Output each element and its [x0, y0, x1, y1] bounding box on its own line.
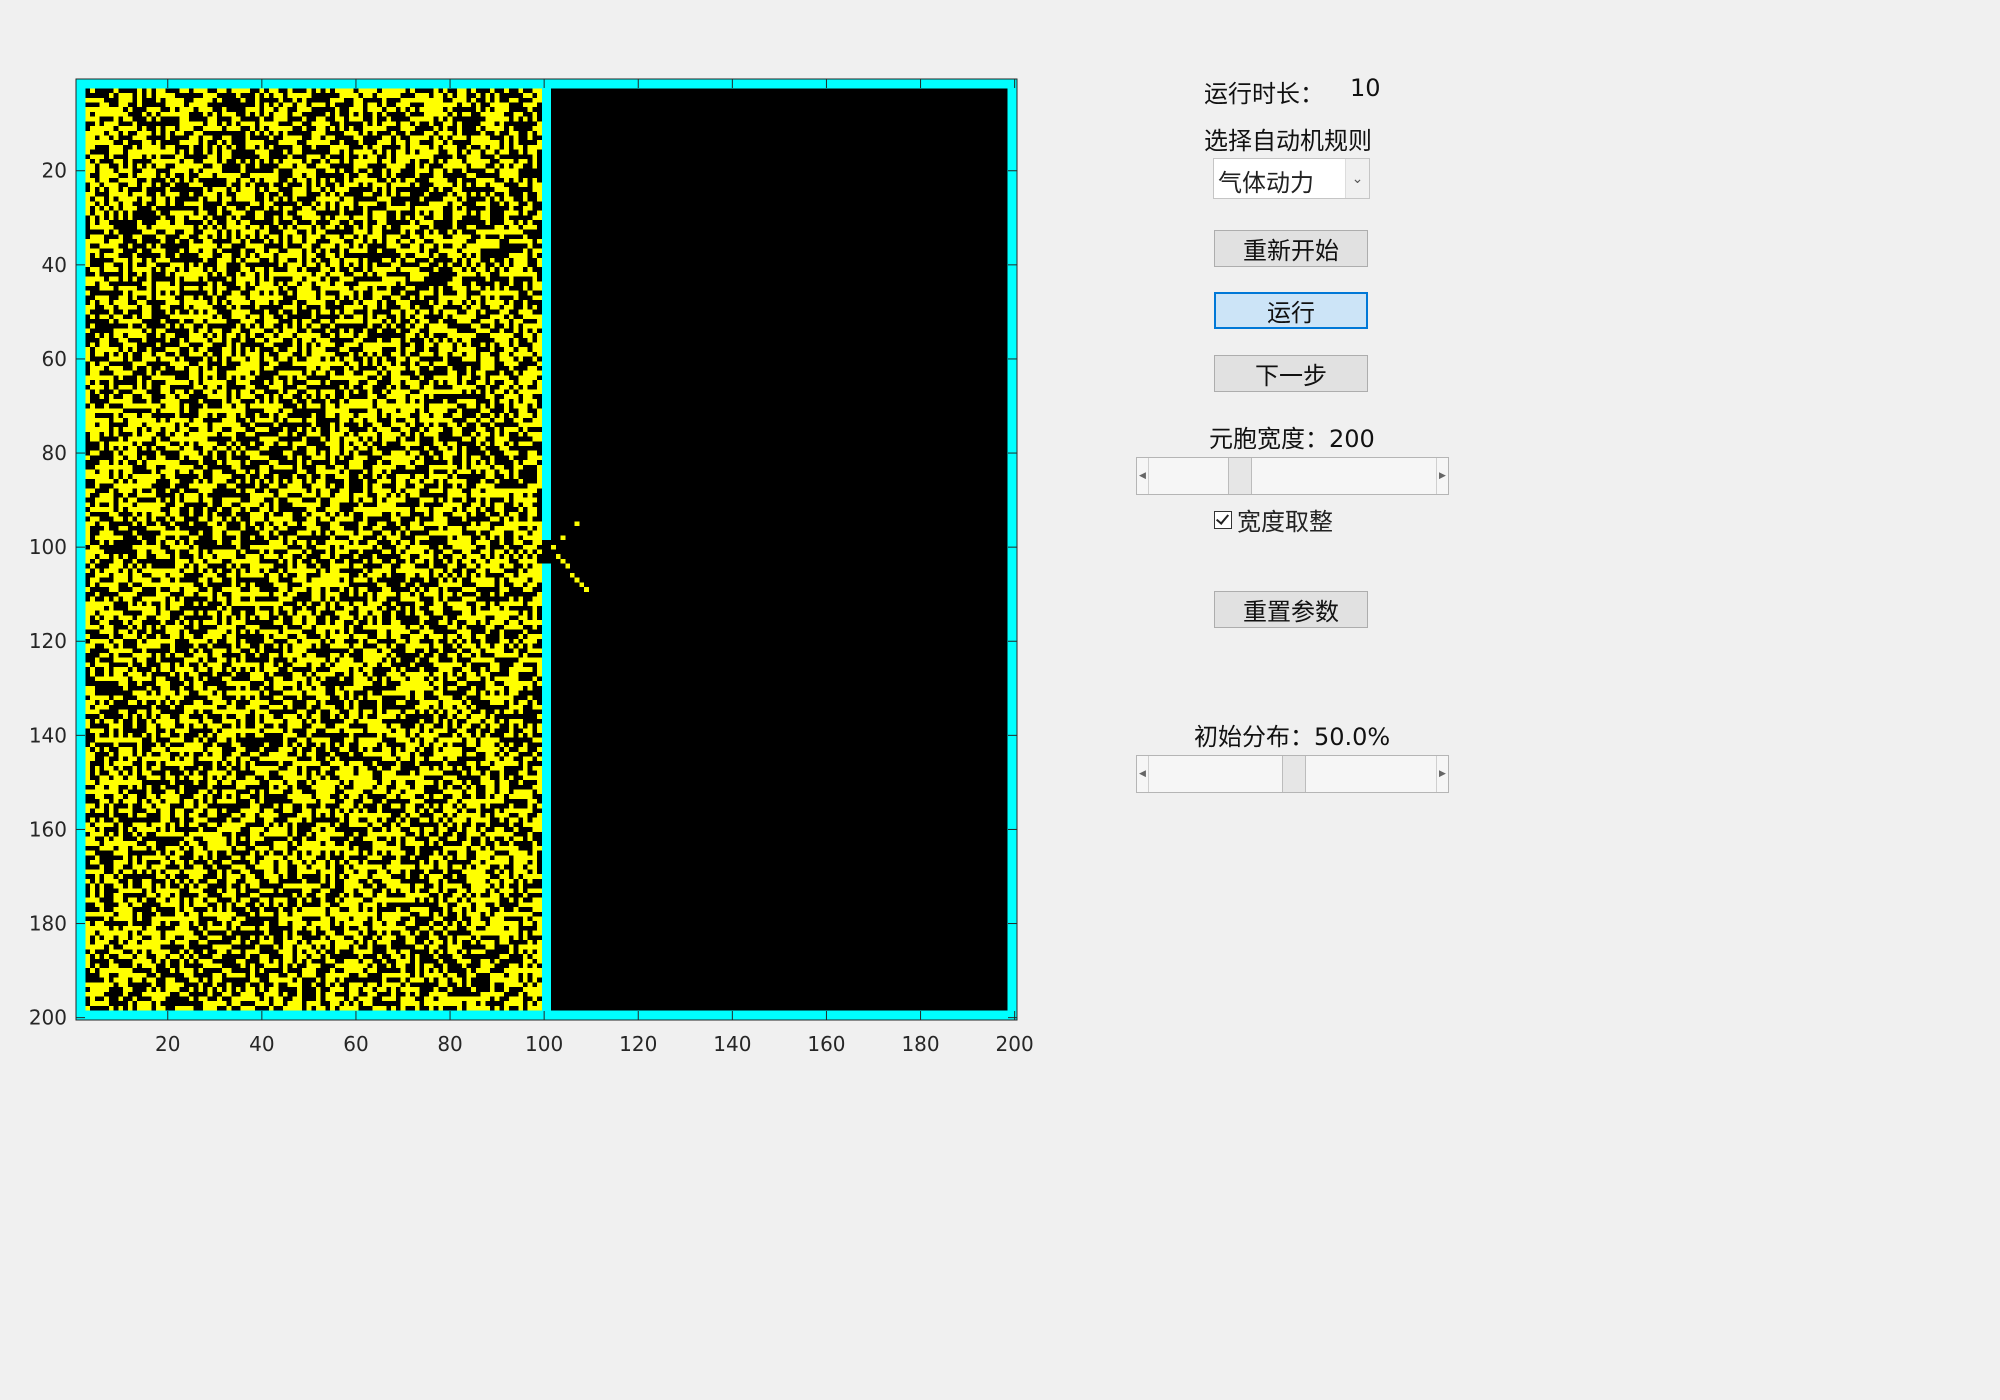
checkbox-checked-icon[interactable]: [1214, 510, 1232, 529]
rule-select-value: 气体动力: [1218, 169, 1314, 197]
initial-distribution-slider[interactable]: ◀ ▶: [1136, 755, 1449, 793]
y-tick-label: 140: [29, 723, 67, 747]
cell-width-label: 元胞宽度：200: [1209, 425, 1375, 453]
automaton-grid: [76, 79, 1017, 1020]
initial-distribution-label: 初始分布：50.0%: [1194, 723, 1391, 751]
run-button[interactable]: 运行: [1214, 292, 1368, 329]
y-tick-label: 40: [42, 253, 67, 277]
runtime-value: 10: [1350, 74, 1381, 102]
round-width-checkbox[interactable]: 宽度取整: [1214, 502, 1333, 537]
reset-params-button[interactable]: 重置参数: [1214, 591, 1368, 628]
runtime-label: 运行时长：: [1204, 80, 1324, 108]
cell-width-slider-thumb[interactable]: [1228, 458, 1253, 494]
y-axis-tick-labels: 20 40 60 80 100 120 140 160 180 200: [29, 159, 67, 1030]
rule-label: 选择自动机规则: [1204, 127, 1372, 155]
x-tick-label: 200: [996, 1032, 1034, 1056]
x-tick-label: 100: [525, 1032, 563, 1056]
slider-left-arrow-icon[interactable]: ◀: [1137, 756, 1149, 792]
slider-right-arrow-icon[interactable]: ▶: [1436, 756, 1448, 792]
y-tick-label: 200: [29, 1006, 67, 1030]
next-step-button[interactable]: 下一步: [1214, 355, 1368, 392]
axis-ticks: [76, 79, 1017, 1020]
y-tick-label: 180: [29, 912, 67, 936]
restart-button[interactable]: 重新开始: [1214, 230, 1368, 267]
cellular-automaton-plot: 20 40 60 80 100 120 140 160 180 200 20 40 60 80 100 12…: [29, 78, 1034, 1056]
y-tick-label: 80: [42, 441, 67, 465]
cell-width-slider[interactable]: ◀ ▶: [1136, 457, 1449, 495]
y-tick-label: 100: [29, 535, 67, 559]
x-tick-label: 140: [713, 1032, 751, 1056]
y-tick-label: 120: [29, 629, 67, 653]
chevron-down-icon: ⌄: [1345, 159, 1369, 198]
y-tick-label: 60: [42, 347, 67, 371]
x-tick-label: 80: [437, 1032, 462, 1056]
axes-frame: [75, 78, 1018, 1021]
slider-left-arrow-icon[interactable]: ◀: [1137, 458, 1149, 494]
y-tick-label: 160: [29, 817, 67, 841]
y-tick-label: 20: [42, 159, 67, 183]
rule-select[interactable]: 气体动力 ⌄: [1213, 158, 1370, 199]
x-axis-tick-labels: 20 40 60 80 100 120 140 160 180 200: [155, 1032, 1034, 1056]
x-tick-label: 180: [901, 1032, 939, 1056]
initial-distribution-slider-thumb[interactable]: [1281, 756, 1306, 792]
x-tick-label: 160: [807, 1032, 845, 1056]
slider-right-arrow-icon[interactable]: ▶: [1436, 458, 1448, 494]
round-width-label: 宽度取整: [1237, 508, 1333, 536]
x-tick-label: 60: [343, 1032, 368, 1056]
x-tick-label: 20: [155, 1032, 180, 1056]
x-tick-label: 120: [619, 1032, 657, 1056]
x-tick-label: 40: [249, 1032, 274, 1056]
